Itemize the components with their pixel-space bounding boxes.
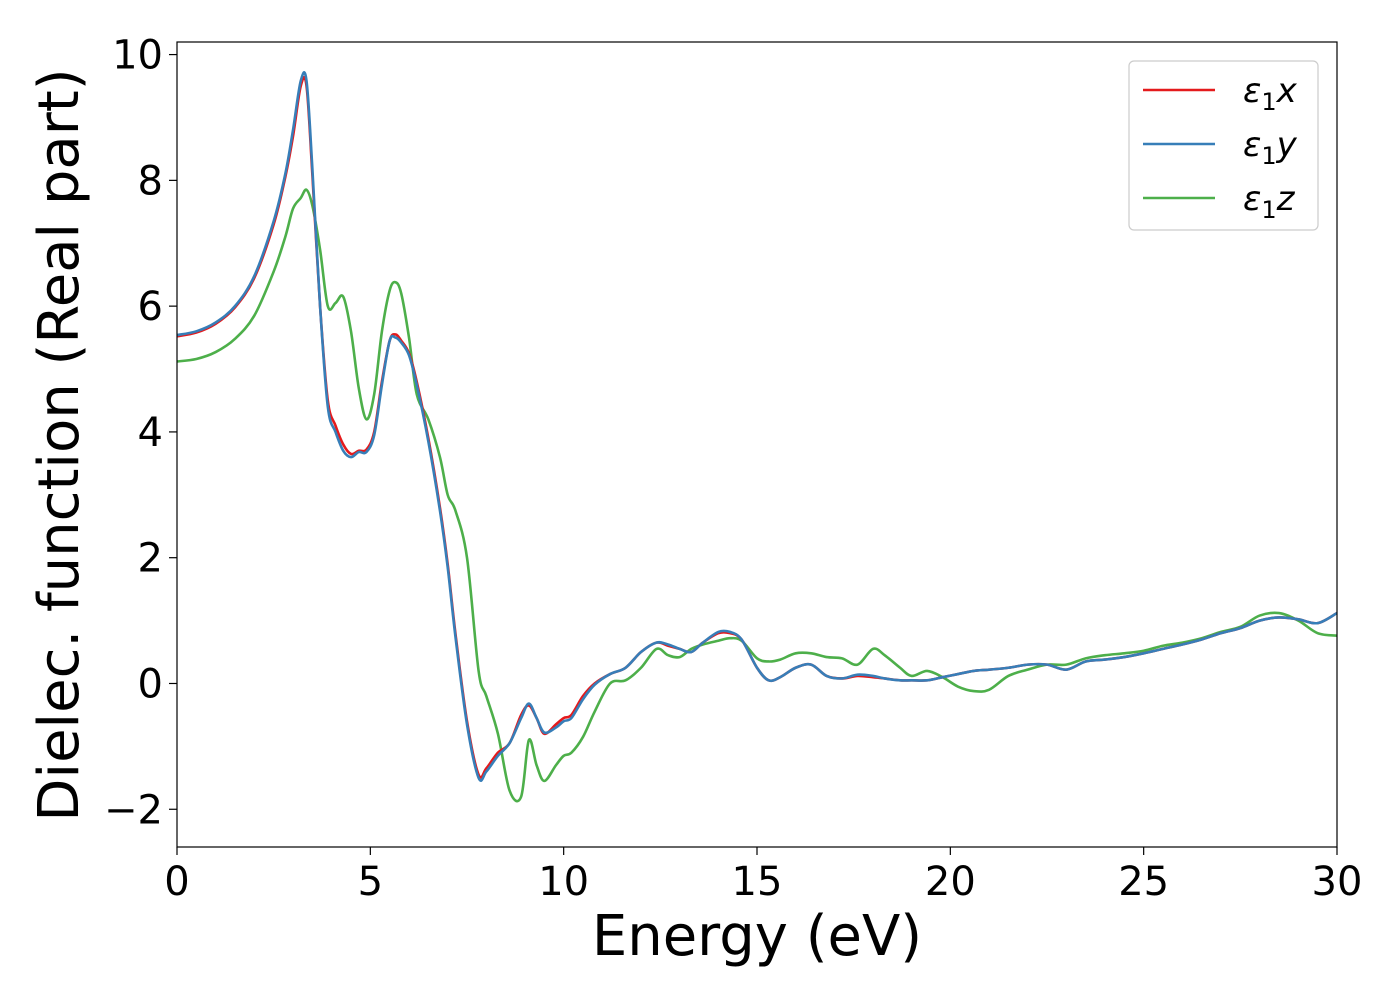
x-tick-label: 10	[538, 859, 589, 905]
legend-axis: y	[1276, 125, 1298, 165]
legend-frame	[1128, 60, 1319, 231]
y-tick-label: 2	[138, 536, 163, 582]
y-tick-label: 6	[138, 284, 163, 330]
y-tick-label: 4	[138, 410, 163, 456]
x-tick-label: 5	[358, 859, 383, 905]
legend-axis: z	[1276, 179, 1296, 219]
y-tick-label: 8	[138, 158, 163, 204]
y-axis-label: Dielec. function (Real part)	[27, 68, 92, 821]
legend-symbol: ε	[1243, 71, 1261, 111]
legend-label-x: ε1x	[1243, 71, 1298, 116]
legend-label-z: ε1z	[1243, 179, 1296, 224]
legend-label-y: ε1y	[1243, 125, 1298, 170]
x-axis-label: Energy (eV)	[592, 904, 922, 969]
legend-subscript: 1	[1261, 142, 1276, 170]
y-tick-label: 0	[138, 661, 163, 707]
x-tick-label: 25	[1118, 859, 1169, 905]
legend-subscript: 1	[1261, 88, 1276, 116]
legend-symbol: ε	[1243, 125, 1261, 165]
series-layer	[177, 71, 1337, 803]
x-tick-label: 30	[1312, 859, 1363, 905]
x-tick-label: 0	[164, 859, 189, 905]
x-tick-label: 15	[732, 859, 783, 905]
x-tick-label: 20	[925, 859, 976, 905]
legend-subscript: 1	[1261, 196, 1276, 224]
legend-axis: x	[1276, 71, 1298, 111]
series-line-z	[177, 188, 1337, 803]
legend-symbol: ε	[1243, 179, 1261, 219]
y-tick-label: 10	[112, 33, 163, 79]
y-tick-label: −2	[104, 787, 163, 833]
series-line-y	[177, 71, 1337, 782]
